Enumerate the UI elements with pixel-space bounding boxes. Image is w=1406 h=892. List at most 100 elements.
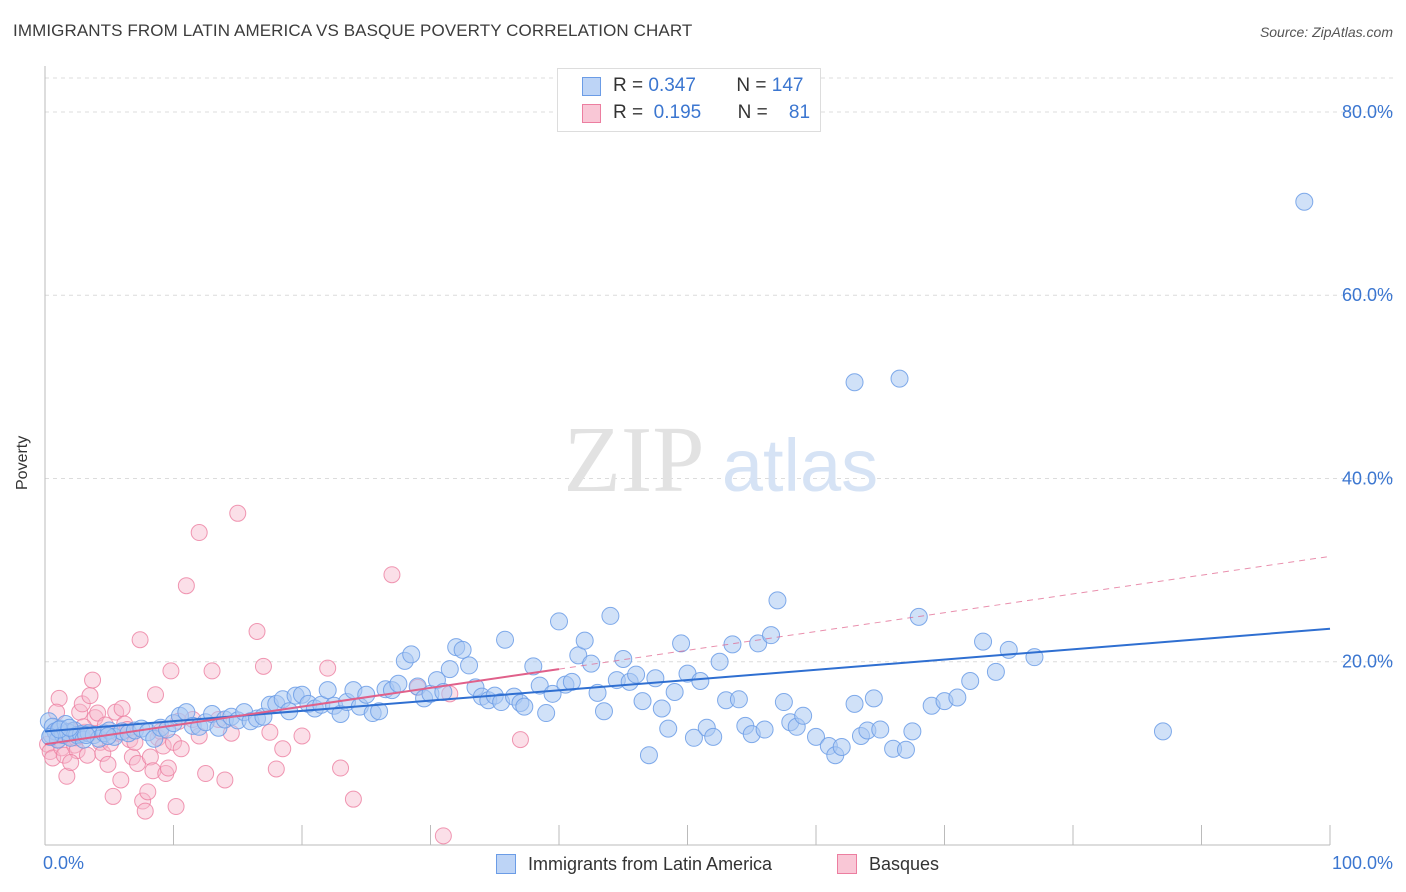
legend-row-latin-america: R = 0.347 N = 147 <box>582 74 803 98</box>
basques-point <box>141 748 159 766</box>
latin-america-point <box>903 722 922 741</box>
basques-point <box>167 798 185 816</box>
latin-america-point <box>318 681 337 700</box>
basques-point <box>203 662 221 680</box>
trend-lines <box>44 555 1331 746</box>
latin-america-point <box>1295 192 1314 211</box>
latin-america-point <box>762 626 781 645</box>
latin-america-point <box>537 704 556 723</box>
latin-america-point <box>60 718 79 737</box>
legend-r-value: 0.347 <box>648 75 696 96</box>
source-label: Source: ZipAtlas.com <box>1259 24 1393 40</box>
latin-america-point <box>807 727 825 746</box>
basques-point <box>261 723 279 741</box>
basques-point <box>58 767 76 785</box>
latin-america-point <box>948 688 967 707</box>
latin-america-point <box>723 635 742 654</box>
latin-america-point <box>588 683 607 702</box>
latin-america-trend-line <box>44 627 1331 733</box>
basques-point <box>136 802 154 820</box>
latin-america-point <box>496 630 515 649</box>
basques-point <box>216 771 234 789</box>
basques-point <box>190 524 208 542</box>
legend-row-basques: R = 0.195 N = 81 <box>582 101 810 125</box>
bottom-legend-label: Basques <box>869 853 940 874</box>
basques-point <box>99 755 117 773</box>
latin-america-point <box>794 706 813 725</box>
watermark-zip: ZIP <box>564 408 705 512</box>
latin-america-point <box>402 645 421 664</box>
latin-america-point <box>601 606 620 625</box>
basques-trend-line-dashed <box>558 555 1331 670</box>
x-tick-label: 0.0% <box>43 853 84 873</box>
basques-point <box>172 740 190 758</box>
latin-america-point <box>594 702 613 721</box>
latin-america-point <box>729 690 748 709</box>
basques-point <box>274 740 292 758</box>
basques-point <box>81 687 99 705</box>
latin-america-point <box>974 632 993 651</box>
bottom-legend-latin-america: Immigrants from Latin America <box>496 851 772 877</box>
basques-point <box>104 787 122 805</box>
basques-point <box>113 699 131 717</box>
basques-point <box>293 727 311 745</box>
latin-america-point <box>845 694 864 713</box>
legend-n-label: N = <box>737 102 768 123</box>
legend-swatch-blue <box>582 76 601 96</box>
basques-point <box>248 623 266 641</box>
basques-point <box>89 704 107 722</box>
latin-america-point <box>710 652 729 671</box>
legend-n-value: 81 <box>788 102 811 123</box>
latin-america-point <box>961 671 980 690</box>
latin-america-point <box>871 720 890 739</box>
latin-america-point <box>845 373 864 392</box>
latin-america-point <box>896 740 915 759</box>
basques-point <box>511 731 529 749</box>
basques-point <box>50 689 68 707</box>
latin-america-point <box>562 672 581 691</box>
latin-america-point <box>357 685 376 704</box>
basques-point <box>162 662 180 680</box>
legend-r-value: 0.195 <box>653 102 702 123</box>
latin-america-point <box>864 689 883 708</box>
basques-point <box>267 760 285 778</box>
latin-america-point <box>659 719 678 738</box>
basques-point <box>62 754 80 772</box>
latin-america-point <box>646 669 665 688</box>
bottom-legend-basques: Basques <box>837 851 939 877</box>
watermark: ZIP atlas <box>564 408 879 512</box>
legend-r-label: R = <box>613 102 644 123</box>
basques-point <box>332 759 350 777</box>
latin-america-point <box>639 746 658 765</box>
bottom-legend-swatch-pink <box>837 854 857 874</box>
latin-america-point <box>672 634 691 653</box>
y-tick-label: 60.0% <box>1342 285 1393 305</box>
basques-point <box>55 746 73 764</box>
latin-america-point <box>453 640 472 659</box>
legend-n-value: 147 <box>771 75 804 96</box>
latin-america-point <box>768 591 787 610</box>
latin-america-point <box>749 634 768 653</box>
basques-point <box>254 657 272 675</box>
latin-america-point <box>582 654 601 673</box>
y-tick-label: 80.0% <box>1342 102 1393 122</box>
latin-america-point <box>524 657 543 676</box>
basques-trend-line-solid <box>44 668 560 746</box>
basques-point <box>197 765 215 783</box>
legend-r-label: R = <box>613 75 644 96</box>
latin-america-point <box>755 720 774 739</box>
basques-point <box>147 686 165 704</box>
watermark-atlas: atlas <box>722 424 878 507</box>
latin-america-point <box>389 674 408 693</box>
latin-america-point <box>986 662 1005 681</box>
legend-n-label: N = <box>736 75 767 96</box>
y-tick-label: 40.0% <box>1342 468 1393 488</box>
basques-point <box>344 790 362 808</box>
stats-legend: R = 0.347 N = 147 R = 0.195 N = 81 <box>557 68 821 132</box>
tick-labels: 20.0% 40.0% 60.0% 80.0% 0.0% 100.0% <box>43 102 1393 873</box>
bottom-legend-label: Immigrants from Latin America <box>528 853 773 874</box>
latin-america-point <box>1153 722 1172 741</box>
latin-america-point <box>627 665 646 684</box>
basques-point <box>434 827 452 845</box>
